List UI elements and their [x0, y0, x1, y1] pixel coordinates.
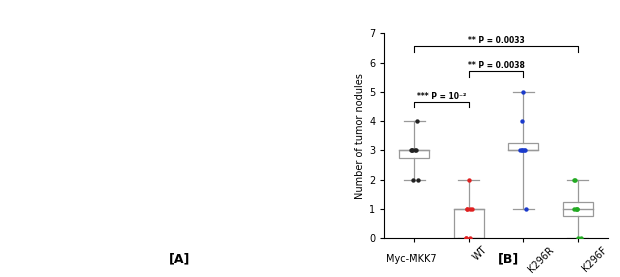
Point — [570, 207, 580, 211]
Text: *** P = 10⁻²: *** P = 10⁻² — [417, 92, 466, 101]
Text: K296R: K296R — [526, 245, 556, 274]
Point — [517, 148, 527, 153]
Point — [521, 207, 531, 211]
Bar — [563, 202, 593, 216]
Point — [515, 148, 525, 153]
Point — [573, 236, 583, 240]
Point — [519, 148, 529, 153]
Text: ** P = 0.0033: ** P = 0.0033 — [467, 36, 525, 45]
Point — [461, 236, 471, 240]
Point — [407, 148, 417, 153]
Point — [464, 178, 474, 182]
Point — [570, 178, 580, 182]
Point — [409, 178, 419, 182]
Y-axis label: Number of tumor nodules: Number of tumor nodules — [355, 73, 365, 199]
Text: ** P = 0.0038: ** P = 0.0038 — [467, 61, 525, 70]
Point — [461, 236, 471, 240]
Point — [518, 89, 528, 94]
Point — [571, 207, 581, 211]
Point — [412, 119, 422, 123]
Point — [518, 119, 528, 123]
Point — [406, 148, 416, 153]
Point — [577, 236, 587, 240]
Point — [463, 207, 472, 211]
Text: [B]: [B] — [498, 253, 519, 266]
Text: Myc-MKK7: Myc-MKK7 — [386, 254, 436, 264]
Point — [520, 148, 530, 153]
Point — [411, 148, 421, 153]
Point — [462, 207, 472, 211]
Point — [572, 207, 582, 211]
Point — [410, 148, 420, 153]
Text: K296F: K296F — [580, 245, 609, 273]
Point — [569, 178, 579, 182]
Bar — [454, 209, 484, 238]
Point — [407, 148, 417, 153]
Point — [467, 207, 477, 211]
Text: WT: WT — [471, 245, 490, 263]
Point — [572, 207, 582, 211]
Bar — [508, 143, 538, 150]
Bar — [399, 150, 429, 158]
Text: -: - — [412, 249, 416, 259]
Point — [465, 207, 475, 211]
Point — [464, 236, 474, 240]
Point — [517, 148, 527, 153]
Text: [A]: [A] — [169, 253, 190, 266]
Point — [413, 178, 423, 182]
